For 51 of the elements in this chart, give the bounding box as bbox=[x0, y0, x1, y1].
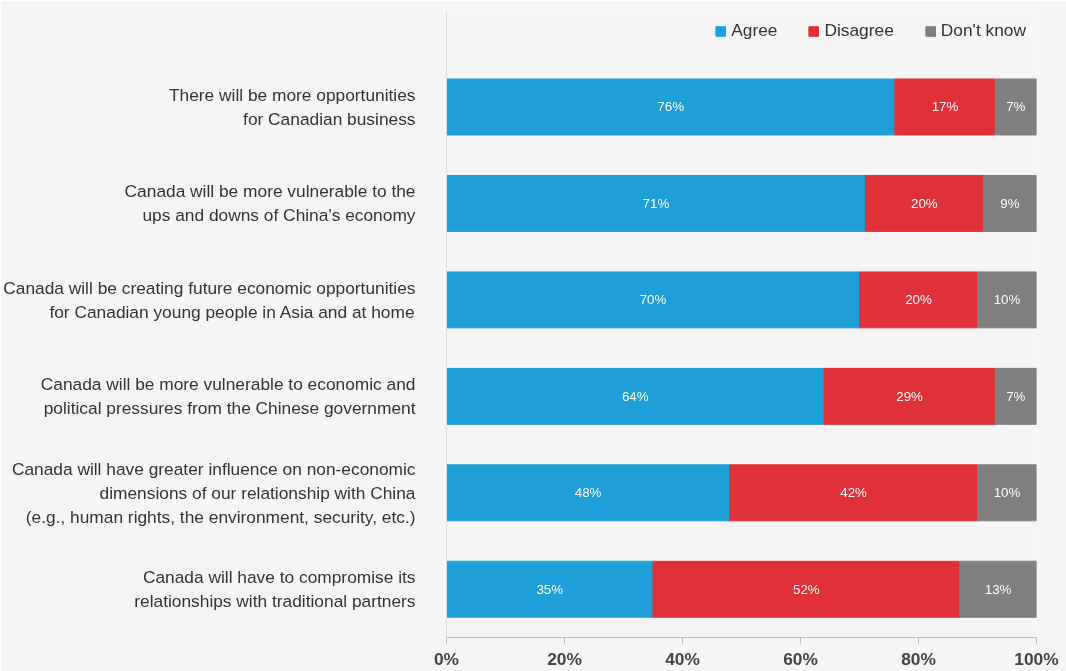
y-tick-label: Canada will have greater influence on non-economic dimensions of our relationship with China (e.g., human rights, the environment, security, etc.) bbox=[11, 458, 416, 527]
bar bbox=[446, 367, 825, 425]
bar bbox=[446, 464, 731, 522]
data-label: 9% bbox=[1000, 195, 1020, 211]
bar bbox=[859, 271, 978, 329]
data-label: 10% bbox=[993, 292, 1021, 308]
data-label: 10% bbox=[993, 485, 1021, 501]
bar bbox=[652, 560, 961, 618]
data-label: 7% bbox=[1006, 99, 1026, 115]
data-label: 29% bbox=[896, 388, 924, 404]
bar bbox=[823, 367, 996, 425]
legend-label: Disagree bbox=[824, 20, 894, 41]
bar bbox=[894, 78, 996, 136]
data-label: 35% bbox=[536, 581, 564, 597]
data-label: 76% bbox=[657, 99, 685, 115]
legend-label: Don't know bbox=[940, 20, 1026, 41]
data-label: 20% bbox=[911, 195, 938, 211]
data-label: 17% bbox=[931, 99, 959, 115]
bar bbox=[982, 174, 1037, 232]
y-tick-label: Canada will be more vulnerable to the ups and downs of China's economy bbox=[124, 181, 416, 226]
data-label: 71% bbox=[642, 195, 670, 211]
bar bbox=[994, 78, 1037, 136]
data-label: 64% bbox=[621, 388, 649, 404]
bar bbox=[729, 464, 978, 522]
x-tick-label: 100% bbox=[1014, 648, 1059, 669]
data-label: 13% bbox=[984, 581, 1012, 597]
y-tick-label: Canada will be more vulnerable to economic and political pressures from the Chinese government bbox=[40, 374, 416, 419]
x-tick-label: 20% bbox=[547, 648, 582, 669]
bar bbox=[959, 560, 1037, 618]
data-label: 70% bbox=[639, 292, 667, 308]
bar bbox=[977, 464, 1037, 522]
bar bbox=[446, 174, 866, 232]
data-label: 42% bbox=[840, 485, 868, 501]
bar bbox=[446, 78, 896, 136]
bar bbox=[994, 367, 1037, 425]
y-tick-label: Canada will be creating future economic opportunities for Canadian young people in Asia and at home bbox=[3, 277, 416, 322]
x-tick-label: 0% bbox=[433, 648, 460, 669]
y-tick-label: There will be more opportunities for Canadian business bbox=[168, 84, 416, 129]
x-tick-label: 60% bbox=[783, 648, 818, 669]
bar bbox=[446, 271, 860, 329]
bar bbox=[864, 174, 984, 232]
x-tick-label: 40% bbox=[665, 648, 700, 669]
data-label: 48% bbox=[574, 485, 602, 501]
bar bbox=[446, 560, 654, 618]
data-label: 20% bbox=[905, 292, 932, 308]
data-label: 52% bbox=[793, 581, 820, 597]
data-label: 7% bbox=[1006, 388, 1026, 404]
bar bbox=[977, 271, 1037, 329]
x-tick-label: 80% bbox=[901, 648, 936, 669]
y-tick-label: Canada will have to compromise its relationships with traditional partners bbox=[134, 567, 416, 612]
legend-label: Agree bbox=[731, 20, 778, 41]
